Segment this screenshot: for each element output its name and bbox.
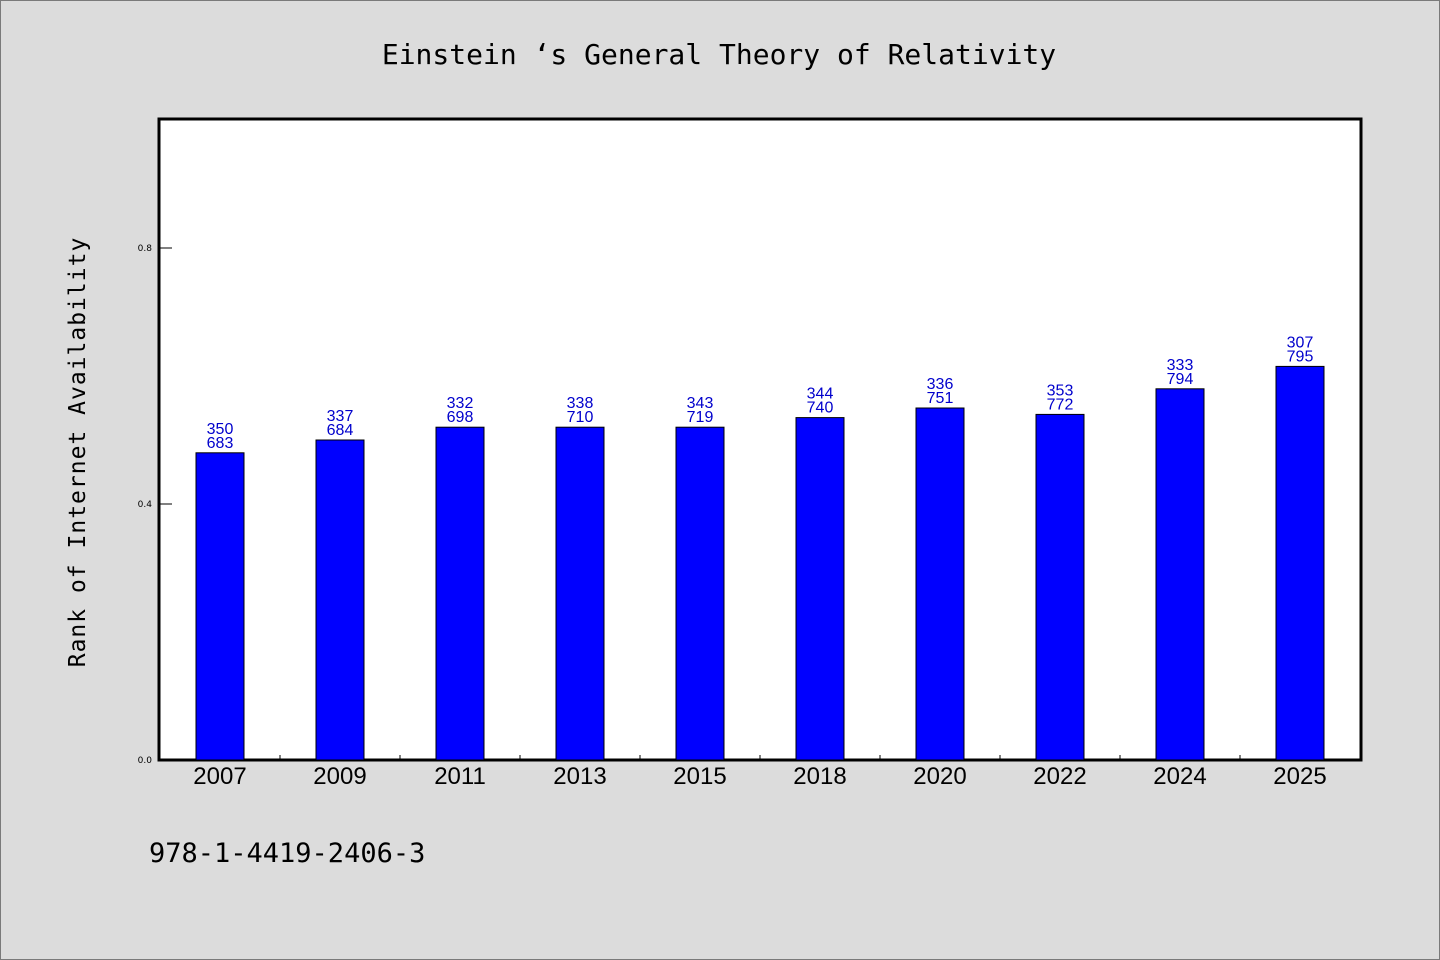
x-axis: 2007 2009 2011 2013 2015 2018 2020 2022 2024 2025	[193, 755, 1327, 790]
y-tick-label: 0.8	[138, 244, 153, 254]
bar	[315, 439, 365, 761]
bar	[555, 426, 605, 761]
y-tick-label: 0.0	[138, 756, 153, 766]
bar	[435, 426, 485, 761]
x-tick-label: 2015	[673, 763, 726, 790]
x-tick-label: 2024	[1153, 763, 1206, 790]
bar-label-bottom: 683	[207, 435, 234, 452]
footer-isbn: 978-1-4419-2406-3	[149, 838, 425, 869]
y-axis-label: Rank of Internet Availability	[65, 237, 91, 668]
bar	[195, 452, 245, 761]
bar	[1275, 365, 1325, 761]
bar-label-top: 353	[1047, 382, 1074, 399]
bar-label-top: 307	[1287, 334, 1314, 351]
bar	[795, 417, 845, 761]
bar-label-top: 333	[1167, 357, 1194, 374]
x-tick-label: 2007	[193, 763, 246, 790]
bars-layer	[195, 365, 1325, 761]
bar-label-bottom: 740	[807, 400, 834, 417]
bar	[675, 426, 725, 761]
bar-label-top: 336	[927, 376, 954, 393]
bar-label-bottom: 795	[1287, 348, 1314, 365]
x-tick-label: 2013	[553, 763, 606, 790]
bar-label-top: 332	[447, 395, 474, 412]
x-tick-label: 2009	[313, 763, 366, 790]
bar-label-top: 350	[207, 421, 234, 438]
bar-label-bottom: 684	[327, 422, 354, 439]
bar-label-bottom: 751	[927, 390, 954, 407]
x-tick-label: 2011	[434, 763, 486, 790]
bar-label-top: 343	[687, 395, 714, 412]
x-tick-label: 2025	[1273, 763, 1326, 790]
bar-label-bottom: 719	[687, 409, 714, 426]
x-tick-label: 2022	[1033, 763, 1086, 790]
bar	[1155, 388, 1205, 761]
bar	[915, 407, 965, 761]
bar-label-top: 337	[327, 408, 354, 425]
bar-label-top: 344	[807, 386, 834, 403]
bar	[1035, 413, 1085, 761]
bar-label-bottom: 698	[447, 409, 474, 426]
bar-label-bottom: 794	[1167, 371, 1194, 388]
chart-title: Einstein ‘s General Theory of Relativity	[382, 38, 1056, 71]
bar-label-bottom: 772	[1047, 396, 1074, 413]
y-axis: 0.0 0.4 0.8	[138, 244, 172, 766]
bar-label-bottom: 710	[567, 409, 594, 426]
x-tick-label: 2020	[913, 763, 966, 790]
data-labels-layer: 3506833376843326983387103437193447403367…	[207, 334, 1314, 451]
y-tick-label: 0.4	[138, 500, 153, 510]
x-tick-label: 2018	[793, 763, 846, 790]
bar-label-top: 338	[567, 395, 594, 412]
